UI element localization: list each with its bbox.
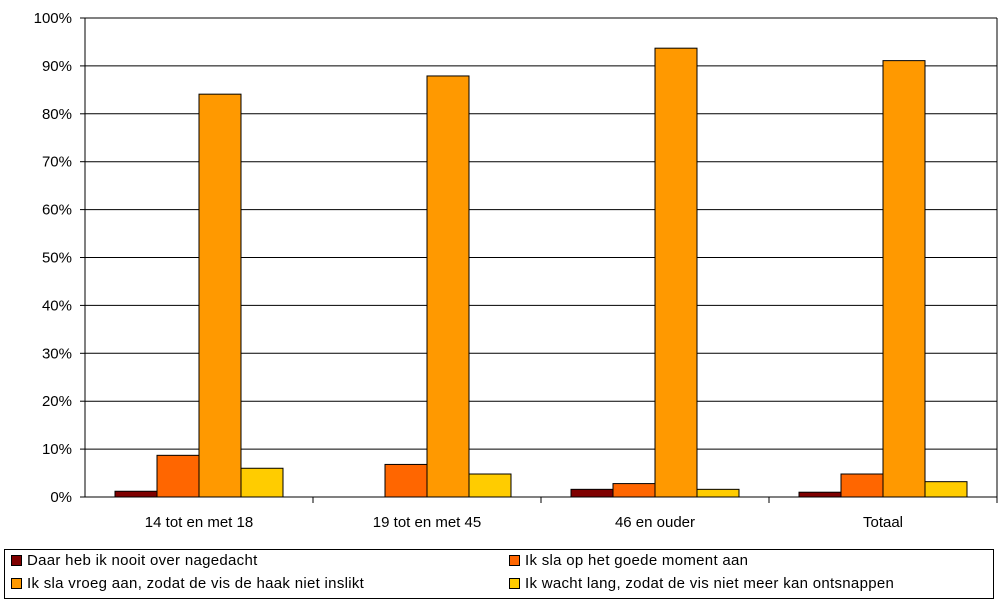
bar <box>156 454 200 498</box>
bar <box>426 75 470 498</box>
y-tick-label: 90% <box>42 58 72 75</box>
legend-label: Ik sla op het goede moment aan <box>525 552 749 569</box>
bar <box>882 60 926 498</box>
y-tick-label: 80% <box>42 106 72 123</box>
bar <box>798 491 842 498</box>
y-tick-label: 60% <box>42 202 72 219</box>
y-tick-label: 100% <box>34 10 72 27</box>
bar <box>198 93 242 498</box>
bar-chart: 0% 10% 20% 30% 40% 50% 60% 70% 80% 90% 100% 14 tot … <box>34 10 998 531</box>
y-tick-label: 0% <box>50 489 72 506</box>
y-tick-label: 20% <box>42 393 72 410</box>
legend-swatch <box>11 555 22 566</box>
bar <box>924 481 968 498</box>
legend-label: Ik wacht lang, zodat de vis niet meer ka… <box>525 575 895 592</box>
x-tick-label: Totaal <box>863 514 903 531</box>
x-tick-label: 46 en ouder <box>615 514 695 531</box>
legend-label: Daar heb ik nooit over nagedacht <box>27 552 258 569</box>
legend-swatch <box>509 578 520 589</box>
y-tick-label: 70% <box>42 154 72 171</box>
y-tick-label: 40% <box>42 297 72 314</box>
legend-swatch <box>509 555 520 566</box>
bar <box>612 483 656 498</box>
chart-legend: Daar heb ik nooit over nagedacht Ik sla o… <box>4 549 994 599</box>
bar <box>654 47 698 498</box>
legend-swatch <box>11 578 22 589</box>
bar <box>384 463 428 498</box>
y-tick-label: 50% <box>42 250 72 267</box>
legend-item: Daar heb ik nooit over nagedacht <box>11 552 258 569</box>
bar <box>570 488 614 498</box>
bar <box>240 467 284 498</box>
bar <box>696 488 740 498</box>
bar <box>468 473 512 498</box>
legend-item: Ik wacht lang, zodat de vis niet meer ka… <box>509 575 894 592</box>
x-tick-label: 19 tot en met 45 <box>373 514 481 531</box>
legend-item: Ik sla vroeg aan, zodat de vis de haak n… <box>11 575 364 592</box>
bar <box>114 490 158 498</box>
y-tick-label: 10% <box>42 441 72 458</box>
bar <box>840 473 884 498</box>
legend-item: Ik sla op het goede moment aan <box>509 552 748 569</box>
y-tick-label: 30% <box>42 345 72 362</box>
legend-label: Ik sla vroeg aan, zodat de vis de haak n… <box>27 575 365 592</box>
x-tick-label: 14 tot en met 18 <box>145 514 253 531</box>
